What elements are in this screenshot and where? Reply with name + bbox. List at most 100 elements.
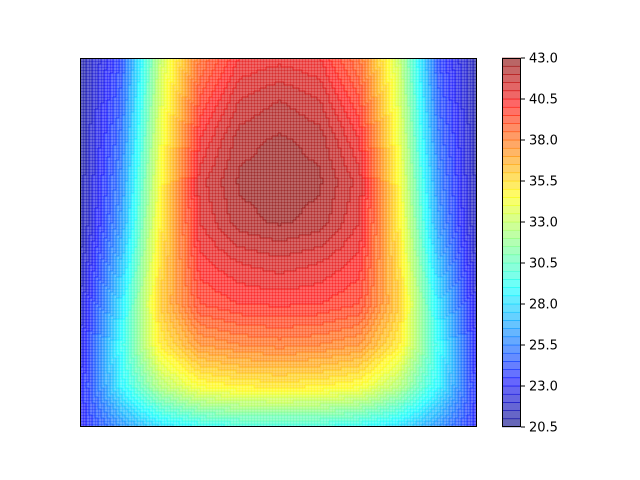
heatmap-cell	[95, 121, 99, 125]
heatmap-cell	[188, 106, 192, 110]
heatmap-cell	[89, 169, 93, 173]
heatmap-cell	[374, 127, 378, 131]
heatmap-cell	[350, 136, 354, 140]
heatmap-cell	[203, 91, 207, 95]
heatmap-cell	[374, 70, 378, 74]
heatmap-cell	[110, 88, 114, 92]
heatmap-cell	[407, 64, 411, 68]
heatmap-cell	[410, 112, 414, 116]
heatmap-cell	[92, 73, 96, 77]
heatmap-cell	[359, 133, 363, 137]
heatmap-cell	[230, 121, 234, 125]
heatmap-cell	[308, 148, 312, 152]
heatmap-cell	[335, 136, 339, 140]
heatmap-cell	[332, 100, 336, 104]
heatmap-cell	[362, 88, 366, 92]
heatmap-cell	[212, 58, 216, 62]
heatmap-cell	[299, 106, 303, 110]
heatmap-cell	[302, 79, 306, 83]
heatmap-cell	[428, 124, 432, 128]
heatmap-cell	[179, 97, 183, 101]
heatmap-cell	[308, 115, 312, 119]
heatmap-cell	[293, 112, 297, 116]
heatmap-cell	[245, 91, 249, 95]
heatmap-cell	[455, 157, 459, 161]
heatmap-cell	[101, 103, 105, 107]
heatmap-cell	[389, 121, 393, 125]
heatmap-cell	[302, 97, 306, 101]
heatmap-cell	[134, 97, 138, 101]
heatmap-cell	[269, 79, 273, 83]
heatmap-cell	[125, 142, 129, 146]
heatmap-cell	[125, 109, 129, 113]
heatmap-cell	[275, 103, 279, 107]
heatmap-cell	[119, 157, 123, 161]
heatmap-cell	[305, 115, 309, 119]
heatmap-cell	[104, 142, 108, 146]
heatmap-cell	[188, 160, 192, 164]
heatmap-cell	[200, 151, 204, 155]
heatmap-cell	[83, 106, 87, 110]
heatmap-cell	[458, 127, 462, 131]
heatmap-cell	[116, 97, 120, 101]
heatmap-cell	[404, 58, 408, 62]
heatmap-cell	[137, 82, 141, 86]
heatmap-cell	[473, 133, 477, 137]
heatmap-cell	[155, 100, 159, 104]
heatmap-cell	[179, 118, 183, 122]
heatmap-cell	[299, 133, 303, 137]
heatmap-cell	[95, 163, 99, 167]
heatmap-cell	[329, 136, 333, 140]
heatmap-cell	[80, 166, 84, 170]
heatmap-cell	[191, 91, 195, 95]
heatmap-cell	[161, 61, 165, 65]
heatmap-cell	[404, 106, 408, 110]
plot-area	[80, 58, 477, 427]
heatmap-cell	[122, 160, 126, 164]
heatmap-cell	[224, 76, 228, 80]
heatmap-cell	[425, 139, 429, 143]
heatmap-cell	[215, 166, 219, 170]
heatmap-cell	[404, 166, 408, 170]
heatmap-cell	[203, 109, 207, 113]
heatmap-cell	[125, 94, 129, 98]
heatmap-cell	[179, 109, 183, 113]
heatmap-cell	[437, 85, 441, 89]
heatmap-cell	[461, 133, 465, 137]
heatmap-cell	[281, 94, 285, 98]
heatmap-cell	[146, 157, 150, 161]
heatmap-cell	[209, 85, 213, 89]
heatmap-cell	[389, 127, 393, 131]
heatmap-cell	[281, 103, 285, 107]
heatmap-cell	[365, 145, 369, 149]
heatmap-cell	[365, 112, 369, 116]
heatmap-cell	[455, 76, 459, 80]
heatmap-cell	[86, 97, 90, 101]
heatmap-cell	[83, 70, 87, 74]
heatmap-cell	[404, 97, 408, 101]
heatmap-cell	[134, 106, 138, 110]
heatmap-cell	[338, 103, 342, 107]
heatmap-cell	[200, 112, 204, 116]
heatmap-cell	[134, 151, 138, 155]
heatmap-cell	[272, 85, 276, 89]
heatmap-cell	[317, 115, 321, 119]
heatmap-cell	[191, 109, 195, 113]
heatmap-cell	[176, 100, 180, 104]
heatmap-cell	[209, 112, 213, 116]
heatmap-cell	[152, 76, 156, 80]
heatmap-cell	[332, 88, 336, 92]
heatmap-cell	[188, 148, 192, 152]
heatmap-cell	[128, 76, 132, 80]
heatmap-cell	[191, 73, 195, 77]
heatmap-cell	[200, 109, 204, 113]
heatmap-cell	[353, 85, 357, 89]
heatmap-cell	[422, 136, 426, 140]
heatmap-cell	[410, 94, 414, 98]
heatmap-cell	[257, 136, 261, 140]
heatmap-cell	[245, 94, 249, 98]
heatmap-cell	[302, 166, 306, 170]
heatmap-cell	[344, 58, 348, 62]
heatmap-cell	[269, 88, 273, 92]
heatmap-cell	[86, 133, 90, 137]
